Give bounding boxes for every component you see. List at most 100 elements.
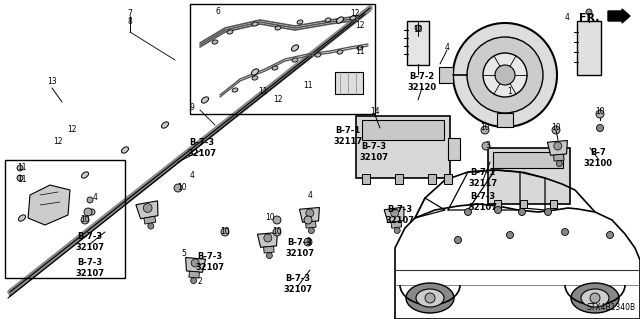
Text: B-7-3
32107: B-7-3 32107: [76, 258, 104, 278]
Ellipse shape: [337, 17, 344, 23]
Circle shape: [191, 278, 196, 284]
Text: 13: 13: [47, 78, 57, 86]
Circle shape: [454, 236, 461, 243]
Text: 11: 11: [259, 87, 268, 97]
Text: 11: 11: [17, 164, 27, 173]
Text: B-7-3
32107: B-7-3 32107: [360, 142, 388, 162]
Text: B-7
32100: B-7 32100: [584, 148, 612, 168]
Ellipse shape: [406, 283, 454, 313]
Text: STX4B1340B: STX4B1340B: [587, 303, 636, 312]
Circle shape: [143, 204, 152, 212]
Ellipse shape: [161, 122, 168, 128]
Polygon shape: [300, 207, 319, 222]
Ellipse shape: [252, 22, 258, 26]
Text: 2: 2: [198, 278, 202, 286]
Text: 12: 12: [53, 137, 63, 146]
Polygon shape: [554, 154, 564, 161]
Polygon shape: [395, 204, 640, 319]
Circle shape: [89, 209, 95, 215]
Text: 11: 11: [303, 81, 313, 91]
Circle shape: [84, 208, 92, 216]
Text: 6: 6: [216, 8, 220, 17]
Polygon shape: [186, 257, 205, 272]
Text: 10: 10: [551, 123, 561, 132]
Text: 11: 11: [17, 175, 27, 184]
Bar: [520, 200, 527, 208]
Text: 10: 10: [272, 227, 282, 236]
Bar: [493, 152, 563, 168]
Text: B-7-1
32117: B-7-1 32117: [333, 126, 363, 146]
Text: 10: 10: [480, 123, 490, 132]
FancyBboxPatch shape: [407, 21, 429, 65]
Circle shape: [607, 232, 614, 239]
Ellipse shape: [325, 18, 331, 22]
Text: 10: 10: [595, 108, 605, 116]
Text: 12: 12: [67, 125, 77, 135]
Ellipse shape: [416, 289, 444, 307]
Text: 4: 4: [305, 238, 310, 247]
Text: 4: 4: [189, 170, 195, 180]
Text: B-7-3
32107: B-7-3 32107: [385, 205, 415, 225]
Ellipse shape: [227, 30, 233, 34]
FancyBboxPatch shape: [356, 116, 450, 178]
Ellipse shape: [272, 66, 278, 70]
Text: 10: 10: [265, 213, 275, 222]
Circle shape: [495, 206, 502, 213]
FancyBboxPatch shape: [577, 21, 601, 75]
Ellipse shape: [275, 26, 281, 30]
Circle shape: [17, 175, 23, 181]
Circle shape: [482, 142, 490, 150]
Text: 12: 12: [350, 10, 360, 19]
Circle shape: [304, 216, 312, 224]
Circle shape: [590, 293, 600, 303]
Bar: [190, 4, 375, 114]
Text: 14: 14: [370, 108, 380, 116]
Bar: [428, 174, 436, 184]
Text: B-7-3
32107: B-7-3 32107: [195, 252, 225, 272]
Polygon shape: [136, 201, 158, 219]
Circle shape: [596, 124, 604, 131]
Circle shape: [545, 209, 552, 216]
FancyArrow shape: [608, 9, 630, 23]
Text: 10: 10: [80, 216, 90, 225]
Circle shape: [506, 232, 513, 239]
Circle shape: [81, 216, 89, 224]
Bar: [550, 200, 557, 208]
Circle shape: [518, 209, 525, 216]
Bar: [362, 174, 370, 184]
Circle shape: [425, 293, 435, 303]
Circle shape: [17, 165, 23, 171]
FancyBboxPatch shape: [488, 148, 570, 204]
Circle shape: [481, 126, 489, 134]
Text: 10: 10: [220, 227, 230, 236]
Bar: [444, 174, 452, 184]
Circle shape: [273, 216, 281, 224]
Polygon shape: [144, 216, 156, 224]
Text: 4: 4: [564, 13, 570, 23]
Circle shape: [191, 259, 199, 267]
Text: 5: 5: [182, 249, 186, 257]
Circle shape: [273, 228, 281, 236]
Text: 12: 12: [273, 95, 283, 105]
Bar: [5, 160, 125, 278]
Text: 4: 4: [93, 194, 97, 203]
Text: 8: 8: [127, 18, 132, 26]
Text: 4: 4: [445, 42, 449, 51]
Polygon shape: [384, 207, 404, 223]
Text: 7: 7: [127, 10, 132, 19]
Bar: [362, 120, 444, 140]
Polygon shape: [28, 185, 70, 225]
Bar: [448, 138, 460, 160]
Polygon shape: [257, 233, 277, 247]
Circle shape: [467, 37, 543, 113]
Ellipse shape: [212, 40, 218, 44]
Circle shape: [391, 209, 399, 217]
Circle shape: [304, 238, 312, 246]
Text: B-7-3
32107: B-7-3 32107: [285, 238, 314, 258]
Text: 4: 4: [308, 190, 312, 199]
Ellipse shape: [571, 283, 619, 313]
Ellipse shape: [292, 58, 298, 62]
Ellipse shape: [337, 50, 343, 54]
Text: 11: 11: [355, 48, 365, 56]
Ellipse shape: [297, 20, 303, 24]
